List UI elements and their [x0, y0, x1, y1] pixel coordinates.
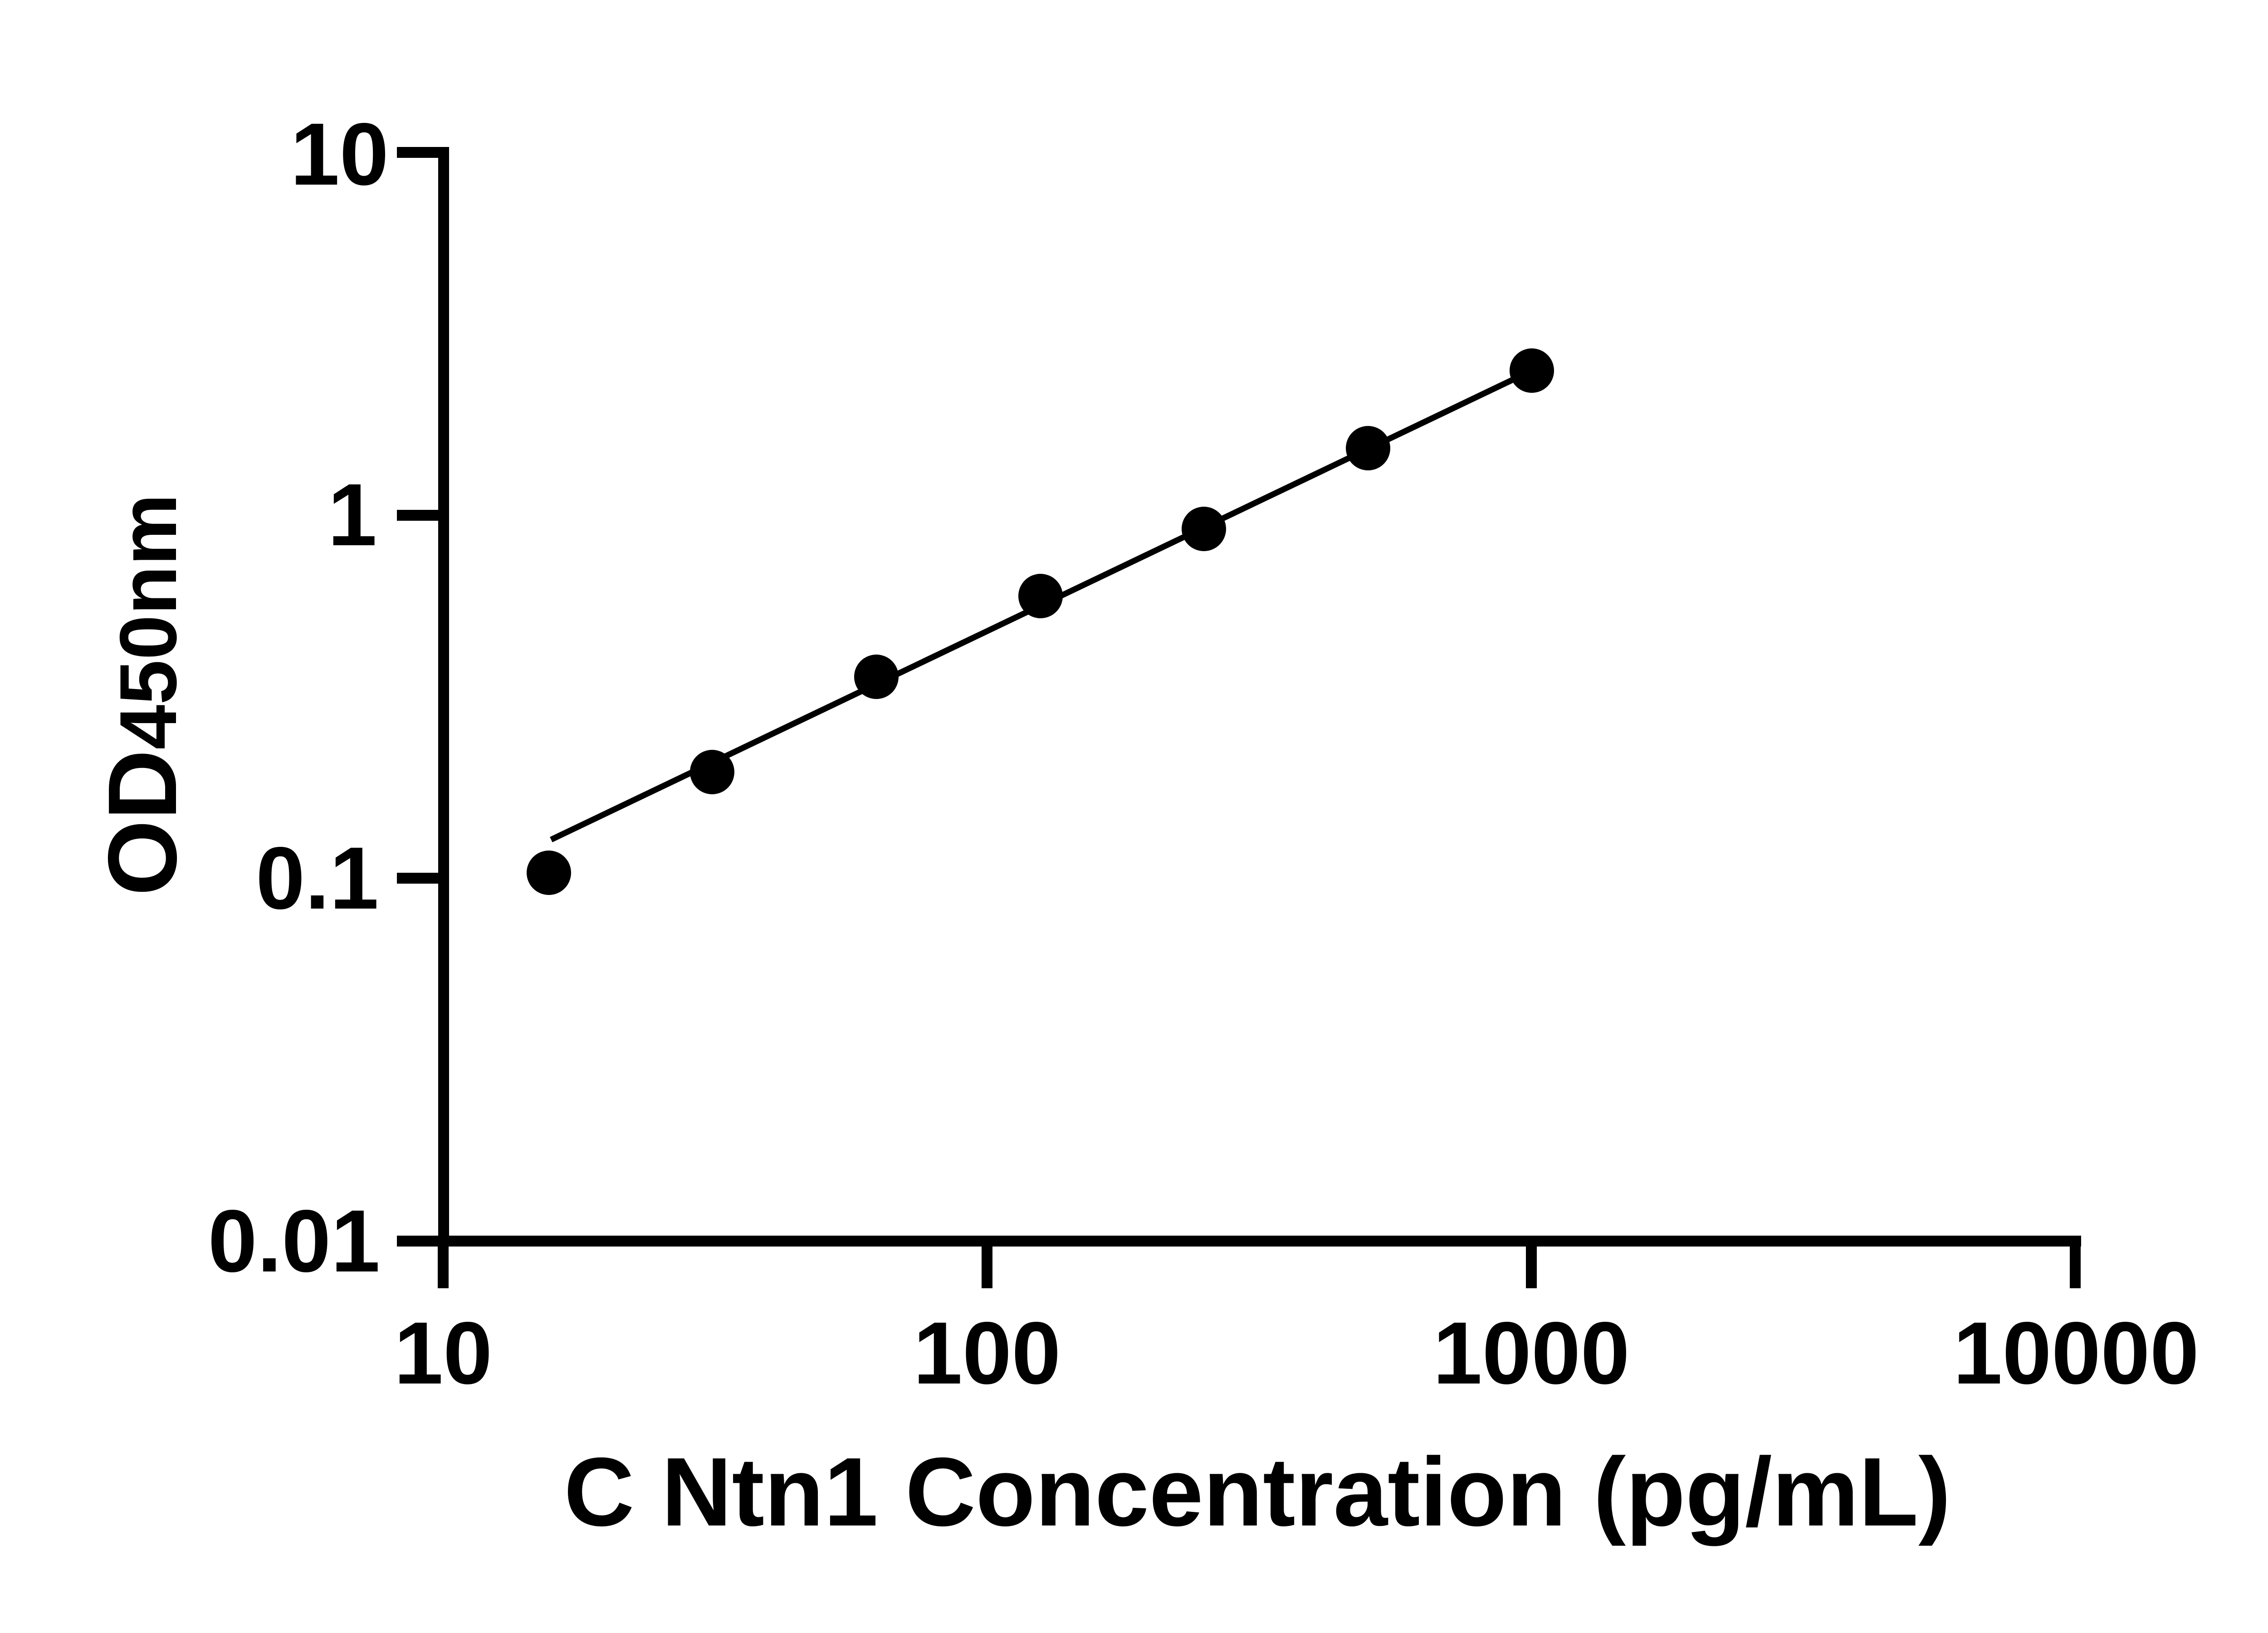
svg-text:1000: 1000	[1433, 1304, 1630, 1403]
svg-text:10: 10	[290, 105, 389, 204]
svg-text:100: 100	[913, 1304, 1061, 1403]
svg-text:C Ntn1 Concentration (pg/mL): C Ntn1 Concentration (pg/mL)	[564, 1437, 1951, 1546]
svg-text:0.1: 0.1	[256, 829, 379, 928]
svg-text:0.01: 0.01	[208, 1192, 380, 1291]
svg-text:OD450nm: OD450nm	[88, 494, 197, 896]
svg-text:10: 10	[394, 1304, 493, 1403]
svg-text:10000: 10000	[1953, 1304, 2199, 1403]
svg-text:1: 1	[328, 465, 377, 564]
